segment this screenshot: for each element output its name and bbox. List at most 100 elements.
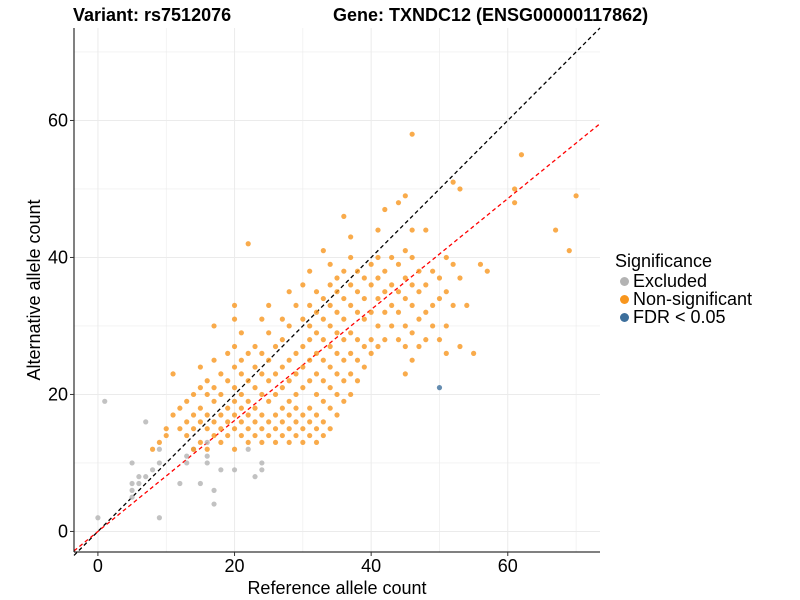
point-non-significant	[402, 371, 408, 377]
point-non-significant	[252, 364, 258, 370]
point-non-significant	[320, 432, 326, 439]
point-non-significant	[348, 330, 354, 336]
point-non-significant	[402, 343, 408, 350]
point-non-significant	[566, 248, 572, 254]
point-non-significant	[259, 350, 265, 356]
point-non-significant	[204, 426, 210, 432]
point-non-significant	[231, 446, 238, 452]
point-non-significant	[252, 343, 258, 350]
point-non-significant	[252, 432, 258, 439]
point-non-significant	[184, 432, 190, 439]
point-non-significant	[320, 295, 326, 302]
point-non-significant	[211, 323, 217, 329]
point-excluded	[184, 453, 190, 459]
point-non-significant	[430, 323, 436, 329]
point-non-significant	[313, 330, 320, 336]
point-non-significant	[204, 391, 210, 398]
point-non-significant	[375, 275, 381, 281]
point-non-significant	[225, 378, 231, 384]
point-non-significant	[354, 289, 361, 295]
point-excluded	[129, 487, 135, 493]
point-non-significant	[307, 268, 313, 274]
point-non-significant	[320, 357, 326, 363]
point-non-significant	[279, 385, 285, 391]
point-non-significant	[313, 439, 320, 446]
point-excluded	[143, 474, 149, 480]
point-non-significant	[272, 371, 279, 377]
point-non-significant	[197, 439, 203, 446]
legend-key-fdr	[620, 312, 629, 322]
point-non-significant	[430, 302, 436, 309]
legend: Significance Excluded Non-significant FD…	[615, 252, 752, 326]
point-non-significant	[443, 289, 449, 295]
point-non-significant	[286, 357, 292, 363]
point-non-significant	[272, 439, 279, 446]
point-non-significant	[512, 186, 518, 192]
point-non-significant	[266, 378, 272, 384]
point-excluded	[177, 480, 183, 487]
point-non-significant	[177, 426, 183, 432]
point-non-significant	[225, 432, 231, 439]
point-non-significant	[361, 316, 367, 322]
point-non-significant	[286, 439, 292, 446]
point-non-significant	[163, 426, 169, 432]
point-non-significant	[327, 405, 333, 411]
point-non-significant	[313, 350, 320, 356]
point-non-significant	[225, 350, 231, 356]
point-non-significant	[204, 412, 210, 418]
point-non-significant	[402, 323, 408, 329]
point-non-significant	[293, 391, 299, 398]
point-non-significant	[382, 309, 388, 315]
point-non-significant	[313, 426, 320, 432]
point-non-significant	[313, 412, 320, 418]
point-non-significant	[368, 282, 374, 288]
point-non-significant	[190, 426, 197, 432]
point-non-significant	[163, 432, 169, 439]
point-non-significant	[272, 343, 279, 350]
point-non-significant	[218, 391, 224, 398]
point-non-significant	[361, 343, 367, 350]
point-non-significant	[184, 398, 190, 404]
point-non-significant	[457, 275, 463, 281]
point-excluded	[245, 446, 251, 452]
point-non-significant	[300, 364, 306, 370]
point-non-significant	[402, 275, 408, 281]
point-non-significant	[266, 419, 272, 425]
point-non-significant	[313, 391, 320, 398]
point-non-significant	[231, 398, 238, 404]
point-excluded	[252, 474, 258, 480]
point-non-significant	[334, 330, 340, 336]
point-non-significant	[197, 385, 203, 391]
x-tick-label: 20	[225, 556, 245, 576]
point-non-significant	[416, 316, 422, 322]
point-non-significant	[320, 378, 326, 384]
point-excluded	[211, 501, 217, 507]
point-non-significant	[177, 405, 183, 411]
point-excluded	[129, 460, 135, 466]
point-non-significant	[382, 206, 388, 213]
point-non-significant	[354, 309, 361, 315]
point-non-significant	[348, 302, 354, 309]
x-tick-label: 60	[498, 556, 518, 576]
point-non-significant	[307, 302, 313, 309]
point-non-significant	[518, 152, 525, 158]
point-non-significant	[320, 419, 326, 425]
point-non-significant	[430, 268, 436, 274]
point-non-significant	[259, 316, 265, 322]
point-non-significant	[300, 439, 306, 446]
point-excluded	[204, 460, 210, 466]
point-non-significant	[457, 186, 463, 192]
point-non-significant	[231, 385, 238, 391]
point-non-significant	[252, 405, 258, 411]
y-tick-label: 20	[48, 384, 68, 404]
point-excluded	[204, 439, 210, 446]
point-excluded	[136, 474, 142, 480]
point-non-significant	[327, 385, 333, 391]
point-non-significant	[190, 412, 197, 418]
point-non-significant	[450, 302, 456, 309]
point-non-significant	[218, 371, 224, 377]
point-non-significant	[327, 426, 333, 432]
point-non-significant	[375, 227, 381, 233]
point-non-significant	[334, 275, 340, 281]
point-non-significant	[211, 432, 217, 439]
